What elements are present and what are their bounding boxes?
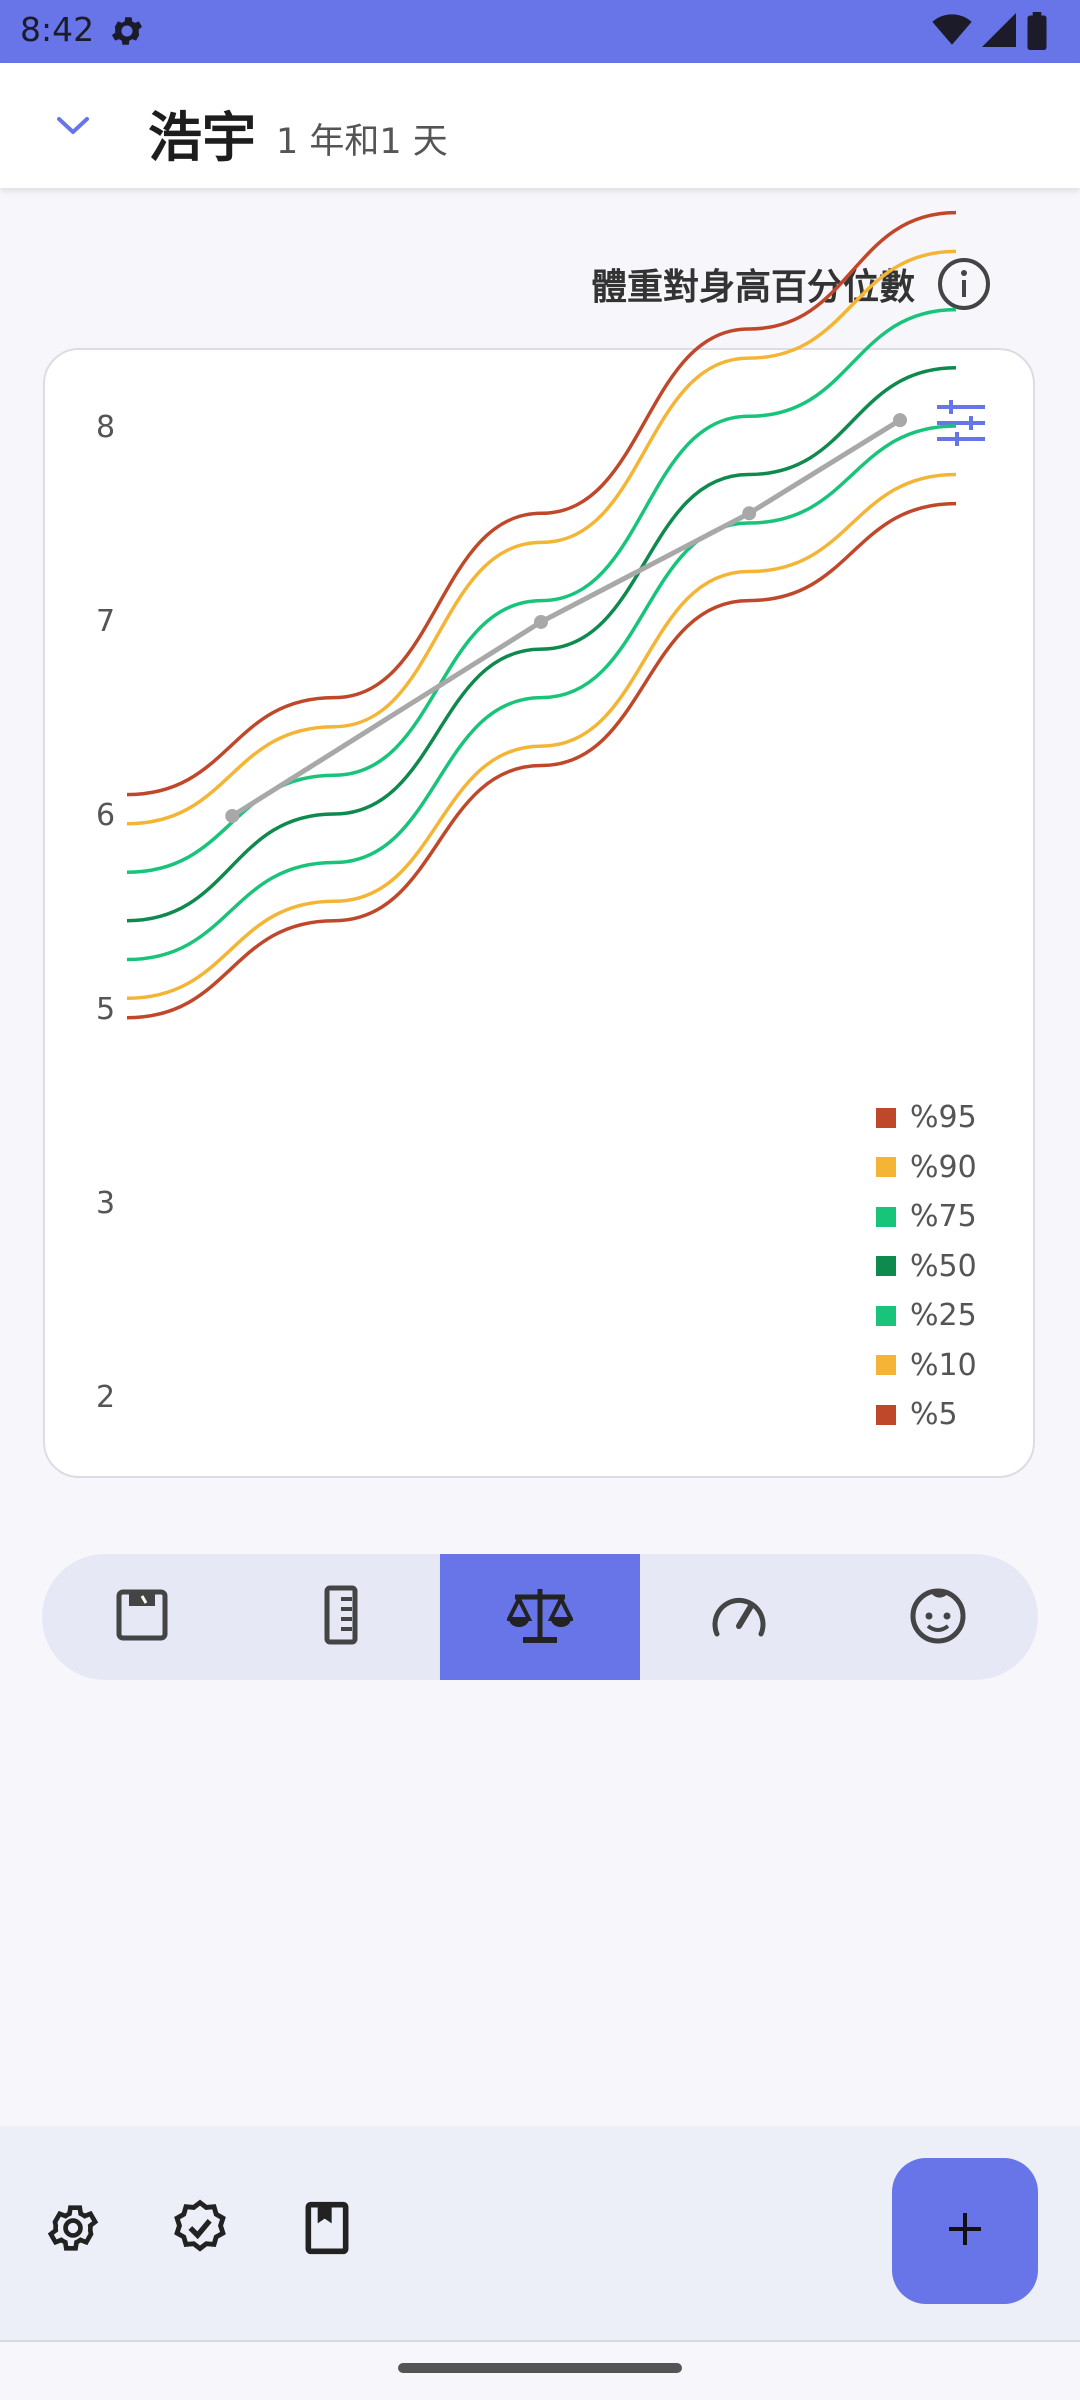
tune-icon[interactable] [926, 393, 996, 453]
legend-label: %90 [910, 1149, 977, 1185]
tab-head[interactable] [839, 1554, 1038, 1680]
tab-weight-for-height[interactable] [440, 1554, 640, 1680]
speedometer-icon [709, 1590, 769, 1644]
add-icon [945, 2209, 985, 2253]
status-icons [932, 12, 1048, 54]
legend-item: %90 [876, 1143, 977, 1193]
legend-item: %75 [876, 1192, 977, 1242]
bookmark-icon[interactable] [297, 2198, 357, 2258]
legend-swatch [876, 1157, 896, 1178]
y-tick-label: 7 [96, 604, 116, 639]
settings-icon[interactable] [43, 2198, 103, 2258]
legend-item: %95 [876, 1093, 977, 1143]
legend-swatch [876, 1305, 896, 1326]
legend-swatch [876, 1404, 896, 1425]
chart-title: 體重對身高百分位數 [590, 267, 915, 308]
info-icon[interactable] [935, 255, 993, 313]
percentile-line-p5 [126, 501, 957, 1020]
measurement-line [230, 418, 902, 819]
chart-type-tabs [42, 1554, 1038, 1680]
legend-item: %10 [876, 1341, 977, 1391]
measurement-point[interactable] [225, 808, 240, 823]
legend-label: %95 [910, 1100, 977, 1136]
legend-swatch [876, 1256, 896, 1277]
app-bar: 浩宇 1 年和1 天 [0, 63, 1080, 188]
measurement-point[interactable] [742, 506, 757, 521]
battery-icon [1026, 12, 1048, 54]
child-age: 1 年和1 天 [276, 122, 448, 162]
chart-legend: %95 %90 %75 %50 %25 %10 %5 [876, 1093, 977, 1440]
verified-icon[interactable] [170, 2198, 230, 2258]
y-tick-label: 2 [96, 1380, 116, 1415]
status-time: 8:42 [20, 10, 95, 49]
tab-height[interactable] [241, 1554, 440, 1680]
ruler-icon [321, 1585, 361, 1649]
face-icon [908, 1585, 968, 1649]
measurement-point[interactable] [534, 614, 548, 629]
signal-icon [982, 12, 1016, 54]
y-tick-label: 5 [96, 992, 116, 1027]
legend-item: %50 [876, 1242, 977, 1292]
wifi-icon [932, 12, 972, 54]
legend-label: %50 [910, 1248, 977, 1284]
tab-growth-speed[interactable] [640, 1554, 839, 1680]
legend-item: %25 [876, 1291, 977, 1341]
gear-icon [108, 12, 146, 54]
child-name: 浩宇 [148, 106, 256, 169]
percentile-line-p10 [126, 472, 957, 1001]
percentile-line-p95 [126, 210, 957, 797]
y-tick-label: 3 [96, 1186, 116, 1221]
legend-swatch [876, 1206, 896, 1227]
y-tick-label: 6 [96, 798, 116, 833]
legend-swatch [876, 1107, 896, 1128]
legend-item: %5 [876, 1390, 977, 1440]
percentile-line-p50 [126, 366, 957, 923]
percentile-line-p75 [126, 307, 957, 874]
legend-label: %75 [910, 1199, 977, 1235]
legend-label: %25 [910, 1298, 977, 1334]
scale-icon [115, 1588, 169, 1646]
percentile-line-p25 [126, 424, 957, 962]
chevron-down-icon[interactable] [40, 96, 106, 156]
y-tick-label: 8 [96, 410, 116, 445]
tab-weight[interactable] [42, 1554, 241, 1680]
percentile-chart [126, 210, 957, 1020]
percentile-line-p90 [126, 249, 957, 826]
legend-swatch [876, 1355, 896, 1376]
legend-label: %5 [910, 1397, 958, 1433]
legend-label: %10 [910, 1347, 977, 1383]
measurement-point[interactable] [893, 413, 907, 428]
home-gesture-handle[interactable] [398, 2363, 682, 2373]
balance-icon [505, 1585, 575, 1649]
status-bar: 8:42 [0, 0, 1080, 63]
add-button[interactable] [892, 2158, 1038, 2304]
